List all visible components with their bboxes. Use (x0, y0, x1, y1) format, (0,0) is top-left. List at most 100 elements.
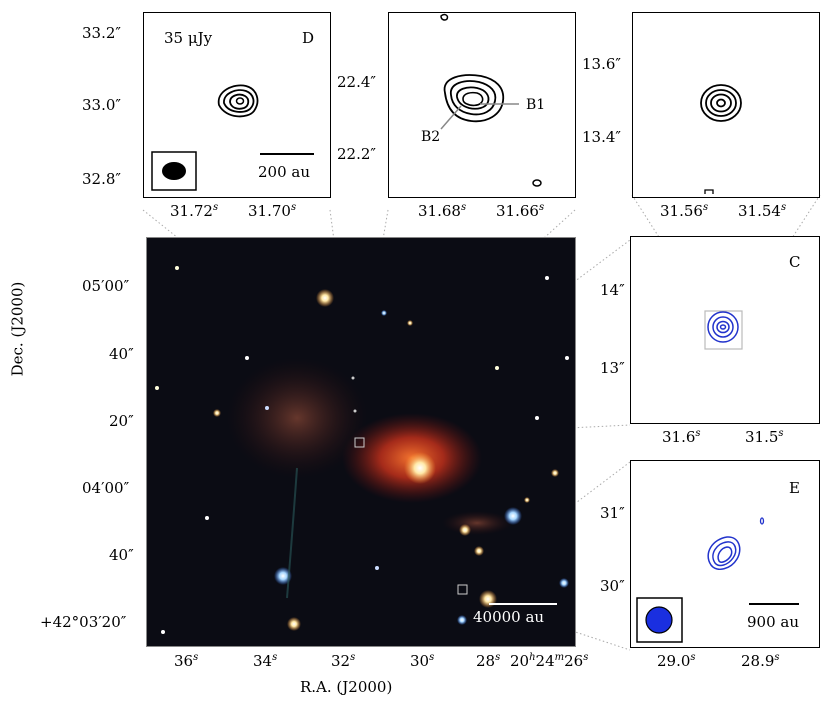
panel-C: C (630, 236, 820, 424)
panel-D: 35 μJy D 200 au (143, 12, 331, 198)
main-image-field (147, 238, 575, 646)
star (155, 386, 159, 390)
bright-star (404, 452, 436, 484)
contour (443, 74, 505, 123)
label-pointer-b2 (440, 105, 462, 130)
star (205, 516, 209, 520)
label-b2: B2 (421, 129, 441, 145)
contour (705, 89, 737, 117)
star (407, 320, 413, 326)
contour-peak (719, 324, 727, 330)
x-tick: 29.0s (657, 652, 696, 670)
x-tick: 28.9s (741, 652, 780, 670)
main-y-tick: 40″ (109, 345, 134, 363)
contour-small (759, 517, 765, 525)
beam-box (151, 151, 197, 191)
beam-ellipse (162, 162, 186, 180)
contour (456, 86, 490, 110)
contour (717, 546, 733, 563)
contour (450, 80, 497, 116)
panel-E: E 900 au (630, 460, 820, 648)
main-y-tick: 04′00″ (82, 479, 130, 497)
x-tick: 31.72s (170, 202, 219, 220)
x-tick: 31.6s (662, 428, 701, 446)
star (375, 566, 379, 570)
main-x-tick: 36s (174, 652, 199, 670)
x-tick: 31.54s (738, 202, 787, 220)
contour (700, 84, 742, 122)
panel-top-right (632, 12, 820, 198)
main-x-tick: 30s (410, 652, 435, 670)
region-box-lower (457, 584, 468, 595)
y-tick: 13.6″ (582, 55, 622, 73)
contour-plot-D (151, 84, 314, 191)
star (524, 497, 530, 503)
filament (286, 467, 298, 599)
main-scale-bar-label: 40000 au (473, 608, 545, 626)
star (457, 615, 467, 625)
main-y-tick: +42°03′20″ (40, 613, 127, 631)
panel-label: D (302, 29, 315, 47)
star (245, 356, 249, 360)
star (175, 266, 179, 270)
contour (716, 320, 730, 334)
star (495, 366, 499, 370)
contour-small (704, 189, 714, 194)
contour (710, 93, 732, 113)
star (535, 416, 539, 420)
contour (462, 91, 484, 107)
star (474, 546, 484, 556)
panel-label: E (789, 479, 800, 497)
x-tick: 31.5s (745, 428, 784, 446)
main-y-tick: 05′00″ (82, 277, 130, 295)
star (213, 409, 221, 417)
x-tick: 31.56s (660, 202, 709, 220)
y-tick: 22.4″ (337, 73, 377, 91)
star (504, 507, 522, 525)
x-tick: 31.66s (496, 202, 545, 220)
star (161, 630, 165, 634)
contour (223, 89, 255, 113)
star (381, 310, 387, 316)
y-tick: 30″ (600, 577, 625, 595)
contour-plot-B (440, 13, 542, 187)
star (545, 276, 549, 280)
x-tick: 31.70s (248, 202, 297, 220)
contour-small (440, 13, 449, 21)
star (265, 406, 269, 410)
y-tick: 22.2″ (337, 145, 377, 163)
y-tick: 32.8″ (82, 170, 122, 188)
y-tick: 13.4″ (582, 128, 622, 146)
x-tick: 31.68s (418, 202, 467, 220)
beam-box (636, 597, 683, 643)
contour-plot-E (636, 517, 799, 643)
y-tick: 33.0″ (82, 96, 122, 114)
main-x-tick: 32s (331, 652, 356, 670)
flux-label: 35 μJy (164, 29, 213, 47)
main-x-tick: 20h24m26s (510, 652, 589, 670)
main-y-tick: 40″ (109, 546, 134, 564)
main-image-panel: 40000 au (146, 237, 576, 647)
contour (229, 93, 250, 110)
beam-circle (645, 606, 673, 634)
y-tick: 33.2″ (82, 24, 122, 42)
label-b1: B1 (526, 97, 546, 113)
nebula-glow-faint (227, 358, 367, 478)
contour (707, 311, 739, 343)
star (316, 289, 334, 307)
panel-B: B1 B2 (388, 12, 576, 198)
region-point-B (353, 409, 357, 413)
panel-label: C (789, 253, 801, 271)
star (479, 590, 497, 608)
region-box-main (354, 437, 365, 448)
main-y-axis-label: Dec. (J2000) (8, 281, 27, 377)
region-point-D (351, 376, 355, 380)
y-tick: 31″ (600, 504, 625, 522)
nebula-glow-lower (442, 511, 512, 535)
contour (217, 84, 259, 118)
star (565, 356, 569, 360)
main-y-tick: 20″ (109, 412, 134, 430)
y-tick: 13″ (600, 359, 625, 377)
zoom-box (704, 310, 743, 350)
main-x-tick: 28s (476, 652, 501, 670)
